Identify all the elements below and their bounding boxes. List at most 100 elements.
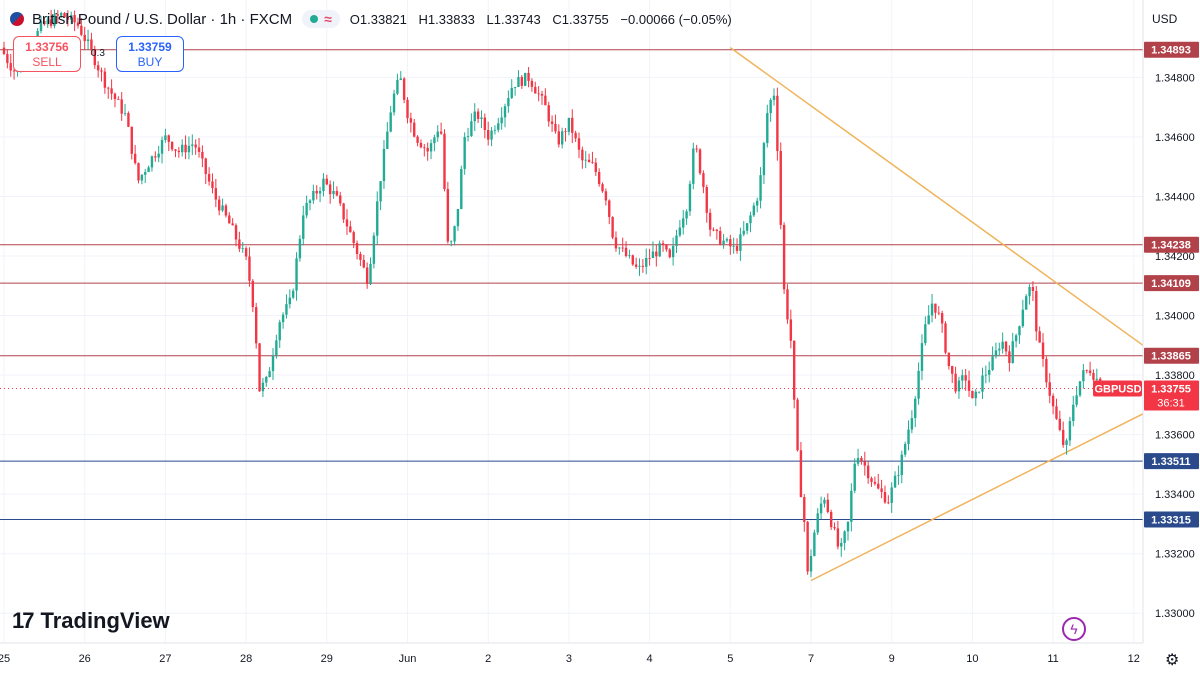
time-tick-label: 4 [647, 653, 653, 665]
candle-body [1061, 429, 1065, 445]
level-badge [1144, 275, 1199, 292]
candle-body [799, 450, 803, 498]
low-value: 1.33743 [493, 11, 541, 27]
candle-body [1068, 421, 1072, 441]
candle-body [443, 133, 446, 190]
candle-body [39, 21, 43, 31]
buy-label: BUY [137, 55, 163, 69]
candle-body [567, 117, 571, 132]
tradingview-logo: 17 TradingView [12, 608, 170, 634]
price-tick-label: 1.33800 [1155, 370, 1195, 382]
candle-body [560, 131, 564, 145]
candle-body [382, 148, 386, 182]
time-tick-label: 26 [79, 653, 91, 665]
candle-body [446, 189, 450, 242]
candle-body [641, 265, 645, 267]
candle-body [712, 229, 715, 231]
time-tick-label: 10 [966, 653, 978, 665]
candle-body [167, 135, 170, 142]
current-price-badge [1144, 380, 1199, 411]
candle-body [944, 323, 947, 353]
market-status-badge[interactable]: ≈ [302, 10, 340, 28]
candle-body [752, 205, 756, 216]
candle-body [352, 232, 355, 244]
chart-grid [0, 0, 1143, 643]
close-value: 1.33755 [561, 11, 609, 27]
candle-body [100, 70, 103, 72]
candle-body [241, 248, 244, 249]
candle-body [917, 370, 920, 399]
candle-body [426, 147, 429, 152]
candle-body [537, 93, 540, 95]
candle-body [756, 200, 759, 206]
candle-body [12, 70, 16, 72]
candle-body [110, 88, 113, 94]
settings-gear-icon[interactable]: ⚙ [1165, 652, 1180, 669]
price-tick-label: 1.34800 [1155, 72, 1195, 84]
candle-body [836, 528, 840, 547]
candle-body [396, 79, 399, 94]
candle-body [584, 159, 587, 161]
candle-body [954, 373, 957, 392]
candle-body [369, 263, 372, 285]
candle-body [618, 247, 621, 249]
candle-body [863, 461, 866, 466]
candle-body [174, 149, 177, 151]
candle-body [930, 303, 934, 316]
candle-body [271, 355, 275, 372]
candle-body [76, 22, 80, 26]
candle-body [1021, 309, 1025, 327]
candle-body [1045, 358, 1048, 383]
candle-body [937, 312, 940, 314]
sell-button[interactable]: 1.33756 SELL [13, 36, 81, 72]
candle-body [940, 313, 944, 324]
buy-button[interactable]: 1.33759 BUY [116, 36, 184, 72]
current-price-label: 1.33755 [1151, 383, 1191, 395]
candle-body [147, 167, 150, 173]
candle-body [789, 319, 793, 341]
currency-selector[interactable]: USD [1152, 12, 1178, 26]
time-tick-label: 5 [727, 653, 733, 665]
candle-body [177, 150, 181, 153]
candle-body [117, 99, 120, 100]
candle-body [1051, 395, 1055, 407]
candle-body [406, 99, 409, 119]
candle-body [994, 350, 998, 357]
ohlc-values: O1.33821 H1.33833 L1.33743 C1.33755 −0.0… [350, 12, 732, 27]
candle-body [137, 163, 140, 181]
candle-body [349, 226, 352, 233]
candle-body [456, 208, 460, 227]
candle-body [971, 390, 974, 399]
time-tick-label: 12 [1128, 653, 1140, 665]
candle-body [127, 113, 130, 127]
flash-icon[interactable]: ϟ [1062, 617, 1086, 641]
level-badges: 1.34893 1.34238 1.34109 1.33865 1.33511 1.333… [1144, 41, 1199, 528]
candle-body [1031, 286, 1035, 292]
candle-body [604, 191, 608, 201]
candle-body [732, 245, 735, 247]
candle-body [288, 297, 292, 305]
time-tick-label: 7 [808, 653, 814, 665]
candle-body [419, 142, 423, 148]
candle-body [285, 304, 288, 315]
candle-body [1035, 291, 1038, 332]
candle-body [688, 183, 692, 212]
candle-body [80, 25, 83, 35]
candle-body [880, 488, 883, 492]
candle-body [157, 153, 160, 158]
candle-body [1001, 341, 1004, 349]
candle-body [762, 143, 766, 176]
candle-body [413, 122, 416, 137]
symbol-title[interactable]: British Pound / U.S. Dollar · 1h · FXCM [32, 10, 293, 28]
candle-body [1095, 378, 1099, 380]
spread-value: 0.3 [91, 48, 105, 59]
candle-body [197, 147, 201, 152]
candle-body [483, 117, 487, 131]
candle-body [490, 130, 493, 140]
candle-body [843, 531, 846, 543]
level-badge-label: 1.34109 [1151, 278, 1191, 290]
time-tick-label: 29 [321, 653, 333, 665]
candle-body [204, 158, 207, 174]
time-tick-label: 25 [0, 653, 10, 665]
